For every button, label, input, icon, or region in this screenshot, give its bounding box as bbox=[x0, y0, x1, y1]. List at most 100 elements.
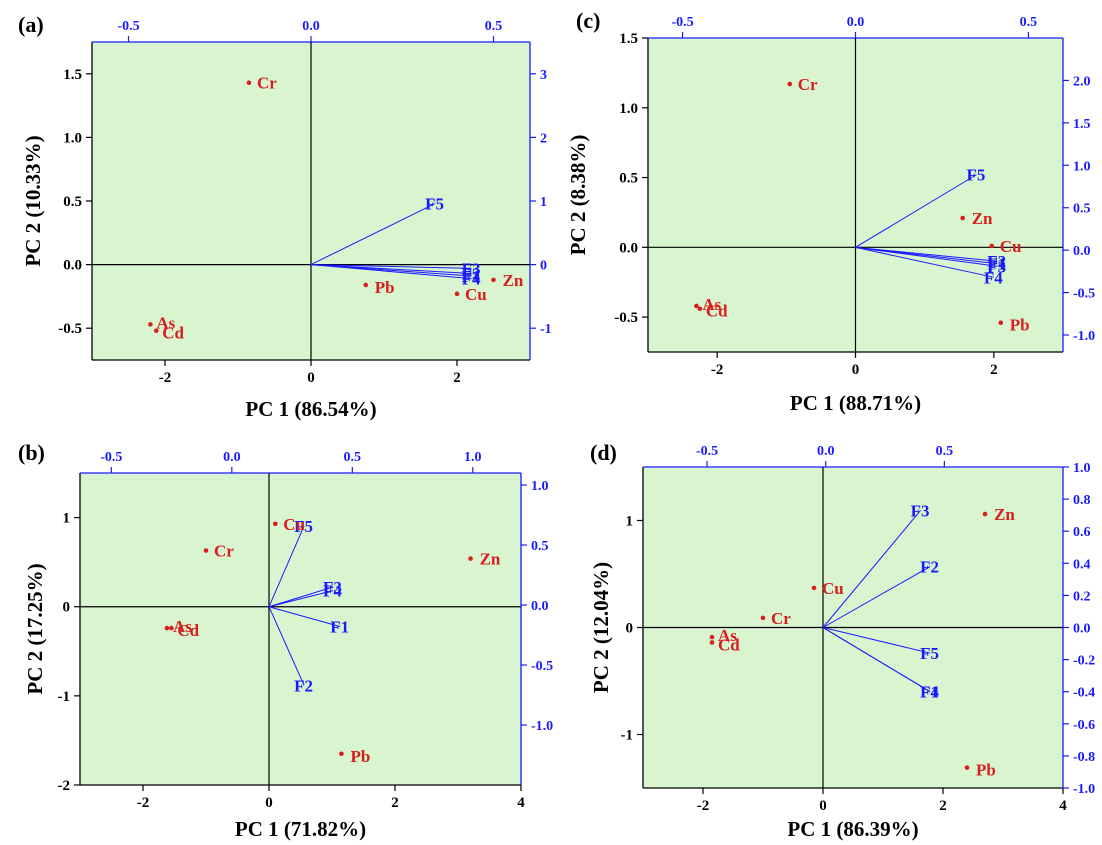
loading-label-f2: F2 bbox=[294, 676, 313, 695]
score-label-cu: Cu bbox=[283, 515, 305, 534]
right-tick-label: 1 bbox=[540, 195, 547, 210]
top-tick-label: 0.5 bbox=[485, 19, 503, 34]
right-tick-label: 3 bbox=[540, 68, 547, 83]
y-tick-label: -2 bbox=[58, 778, 71, 794]
score-point-as bbox=[709, 634, 715, 640]
right-tick-label: 0.4 bbox=[1073, 557, 1091, 572]
top-tick-label: 0.0 bbox=[847, 15, 865, 30]
top-tick-label: -0.5 bbox=[100, 450, 122, 465]
top-tick-label: -0.5 bbox=[696, 444, 718, 459]
score-point-zn bbox=[491, 277, 496, 283]
score-label-as: As bbox=[156, 313, 175, 332]
x-tick-label: -2 bbox=[159, 370, 172, 386]
right-tick-label: 0.6 bbox=[1073, 525, 1091, 540]
y-tick-label: -0.5 bbox=[614, 310, 638, 326]
score-point-cd bbox=[169, 625, 174, 631]
right-tick-label: -0.6 bbox=[1073, 718, 1095, 733]
right-tick-label: 0.5 bbox=[531, 539, 549, 554]
right-tick-label: 1.0 bbox=[1073, 461, 1091, 476]
right-tick-label: -1.0 bbox=[1073, 782, 1095, 797]
score-label-cr: Cr bbox=[798, 75, 818, 94]
score-label-cr: Cr bbox=[214, 542, 234, 561]
panel-d: -2 0 2 4 -1 0 1 -0.5 0.0 0.5 -1.0 -0.8 -0.6 -0.4 -0.2 0… bbox=[589, 440, 1095, 841]
score-label-pb: Pb bbox=[976, 761, 996, 780]
score-point-as bbox=[148, 322, 153, 327]
loading-vector-f5 bbox=[855, 174, 977, 248]
y-tick-label: 1 bbox=[626, 514, 634, 530]
score-label-zn: Zn bbox=[480, 550, 501, 569]
loading-label-f4: F4 bbox=[920, 683, 939, 702]
y-tick-label: 1.0 bbox=[63, 130, 82, 146]
loading-vector-f2 bbox=[268, 606, 305, 686]
loading-label-f5: F5 bbox=[967, 166, 986, 185]
y-tick-label: -1 bbox=[621, 728, 634, 744]
score-label-zn: Zn bbox=[972, 209, 993, 228]
loading-label-f5: F5 bbox=[920, 644, 939, 663]
loading-vector-f4 bbox=[822, 627, 931, 693]
loading-label-f1: F1 bbox=[330, 618, 349, 637]
right-tick-label: 1.5 bbox=[1073, 117, 1091, 132]
loading-vector-f4 bbox=[268, 590, 334, 608]
score-point-cr bbox=[760, 615, 766, 621]
score-point-cu bbox=[989, 243, 995, 249]
y-tick-label: 1.0 bbox=[619, 101, 638, 117]
score-label-cd: Cd bbox=[162, 324, 184, 343]
panel-label: (a) bbox=[18, 12, 44, 37]
top-tick-label: 0.0 bbox=[302, 19, 320, 34]
score-point-zn bbox=[468, 556, 473, 561]
score-point-pb bbox=[964, 765, 970, 770]
loading-vector-f3 bbox=[310, 264, 472, 269]
y-tick-label: 1.5 bbox=[63, 67, 82, 83]
right-tick-label: 0.2 bbox=[1073, 589, 1091, 604]
score-point-cu bbox=[454, 291, 460, 297]
x-axis-title: PC 1 (88.71%) bbox=[790, 391, 921, 415]
score-point-cd bbox=[153, 328, 159, 334]
right-tick-label: 2.0 bbox=[1073, 74, 1091, 89]
score-label-zn: Zn bbox=[994, 505, 1015, 524]
loading-vector-f5 bbox=[822, 627, 931, 654]
y-tick-label: 0 bbox=[626, 621, 634, 637]
x-axis-title: PC 1 (86.39%) bbox=[787, 817, 918, 841]
loading-vector-f3 bbox=[268, 586, 334, 608]
y-tick-label: 0.5 bbox=[63, 194, 82, 210]
loading-vector-f4 bbox=[855, 246, 994, 278]
y-tick-label: 1 bbox=[63, 511, 71, 527]
loading-label-f4: F4 bbox=[984, 268, 1003, 287]
x-tick-label: -2 bbox=[697, 798, 710, 814]
right-tick-label: -0.4 bbox=[1073, 686, 1095, 701]
right-tick-label: 1.0 bbox=[531, 479, 549, 494]
loading-label-f2: F2 bbox=[987, 252, 1006, 271]
panel-a: -2 0 2-0.50.00.51.01.5-0.5 0.0 0.5-10123F5F3… bbox=[18, 12, 552, 421]
top-tick-label: -0.5 bbox=[671, 15, 693, 30]
score-point-cr bbox=[787, 81, 793, 87]
loading-label-f4: F4 bbox=[323, 582, 342, 601]
score-point-as bbox=[164, 625, 170, 631]
y-tick-label: 1.5 bbox=[619, 31, 638, 47]
loading-vector-f3 bbox=[822, 510, 922, 628]
score-label-cd: Cd bbox=[177, 621, 199, 640]
score-label-cu: Cu bbox=[465, 285, 487, 304]
panel-c: -2 0 2 -0.5 0.0 0.5 1.0 1.5 -0.5 0.0 0.5 -1.0 -0.5 0.… bbox=[566, 8, 1095, 415]
score-point-pb bbox=[363, 282, 369, 288]
top-tick-label: 1.0 bbox=[464, 450, 482, 465]
score-label-cr: Cr bbox=[771, 609, 791, 628]
top-tick-label: 0.0 bbox=[223, 450, 241, 465]
score-point-cu bbox=[273, 521, 278, 527]
y-tick-label: -0.5 bbox=[58, 321, 82, 337]
top-tick-label: -0.5 bbox=[117, 19, 139, 34]
score-label-cu: Cu bbox=[1000, 237, 1022, 256]
x-axis-title: PC 1 (71.82%) bbox=[235, 817, 366, 841]
loading-vector-f5 bbox=[268, 525, 305, 607]
top-tick-label: 0.0 bbox=[817, 444, 835, 459]
score-label-cu: Cu bbox=[822, 579, 844, 598]
y-tick-label: 0.0 bbox=[619, 240, 638, 256]
x-tick-label: 2 bbox=[939, 798, 947, 814]
loading-label-f1: F1 bbox=[920, 683, 939, 702]
loading-label-f3: F3 bbox=[987, 257, 1006, 276]
score-point-cd bbox=[709, 640, 715, 645]
score-label-cd: Cd bbox=[706, 302, 728, 321]
score-point-cr bbox=[203, 548, 209, 553]
right-tick-label: 0.0 bbox=[531, 599, 549, 614]
right-tick-label: -0.2 bbox=[1073, 654, 1095, 669]
